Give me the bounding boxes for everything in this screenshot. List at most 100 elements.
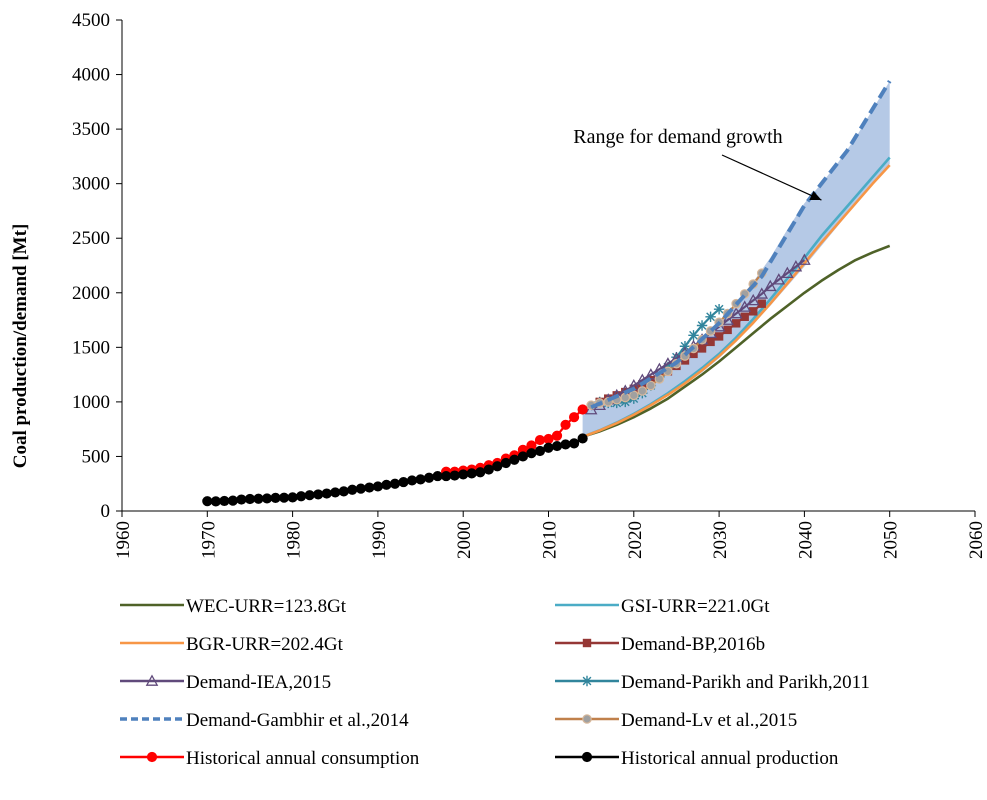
series-line xyxy=(582,244,891,439)
data-point xyxy=(560,419,571,430)
data-point xyxy=(781,266,794,278)
x-tick-label: 2060 xyxy=(966,521,987,559)
series-line xyxy=(582,164,891,439)
data-point xyxy=(721,313,734,325)
annotation-arrow xyxy=(721,154,822,201)
data-point xyxy=(372,481,383,492)
data-point xyxy=(321,488,332,499)
data-point xyxy=(689,349,698,359)
data-point xyxy=(696,320,708,331)
legend-item: GSI-URR=221.0Gt xyxy=(555,596,770,617)
series-line xyxy=(590,80,892,410)
annotation-arrowhead xyxy=(809,190,822,201)
legend-label: Demand-Gambhir et al.,2014 xyxy=(186,710,409,731)
data-point xyxy=(483,464,494,475)
data-point xyxy=(789,260,803,272)
data-point xyxy=(313,489,324,500)
data-point xyxy=(296,491,307,502)
data-point xyxy=(714,332,724,341)
data-point xyxy=(543,442,554,453)
data-point xyxy=(568,438,580,449)
x-tick-label: 2030 xyxy=(710,521,731,559)
data-point xyxy=(236,494,247,505)
data-point xyxy=(449,470,460,481)
data-point xyxy=(441,470,452,482)
y-tick-label: 3000 xyxy=(72,174,110,195)
data-point xyxy=(582,714,592,724)
data-point xyxy=(731,319,741,328)
data-point xyxy=(432,470,443,482)
data-point xyxy=(646,380,656,391)
data-point xyxy=(526,448,537,459)
data-point xyxy=(551,440,563,452)
legend-item: Demand-Gambhir et al.,2014 xyxy=(120,710,409,731)
data-point xyxy=(772,273,786,285)
data-point xyxy=(261,493,273,504)
y-tick-label: 1000 xyxy=(72,392,110,413)
data-point xyxy=(330,487,341,498)
data-point xyxy=(278,492,290,503)
data-point xyxy=(568,412,580,423)
x-tick-label: 2040 xyxy=(795,521,816,559)
data-point xyxy=(509,454,520,465)
data-point xyxy=(740,312,749,321)
data-point xyxy=(705,311,716,322)
legend-label: Historical annual production xyxy=(621,748,839,769)
data-point xyxy=(706,337,715,347)
data-point xyxy=(644,368,658,380)
data-point xyxy=(517,451,529,462)
x-tick-label: 2000 xyxy=(454,521,475,559)
data-point xyxy=(227,495,238,506)
y-tick-label: 3500 xyxy=(72,119,110,140)
data-point xyxy=(534,434,546,446)
data-point xyxy=(347,484,358,495)
legend-label: Demand-BP,2016b xyxy=(621,634,765,655)
data-point xyxy=(688,330,699,341)
series-0 xyxy=(582,244,891,439)
data-point xyxy=(697,344,707,353)
data-point xyxy=(581,675,593,687)
data-point xyxy=(253,493,264,504)
data-point xyxy=(458,469,469,480)
data-point xyxy=(582,638,592,648)
data-point xyxy=(406,475,418,486)
legend-item: Demand-Lv et al.,2015 xyxy=(555,710,797,731)
data-point xyxy=(757,299,766,308)
data-point xyxy=(729,306,743,319)
legend-label: Demand-Lv et al.,2015 xyxy=(621,710,797,731)
data-point xyxy=(398,476,409,488)
data-point xyxy=(364,482,375,493)
data-point xyxy=(423,472,435,483)
data-point xyxy=(577,433,588,444)
y-tick-label: 1500 xyxy=(72,337,110,358)
x-tick-label: 2010 xyxy=(540,521,561,559)
legend-label: Historical annual consumption xyxy=(186,748,420,769)
x-tick-label: 1970 xyxy=(198,521,219,559)
data-point xyxy=(304,490,315,501)
data-point xyxy=(355,483,366,494)
data-point xyxy=(581,751,593,763)
legend: WEC-URR=123.8Gt GSI-URR=221.0Gt BGR-URR=20… xyxy=(120,596,870,769)
legend-item: Demand-IEA,2015 xyxy=(120,672,331,693)
legend-label: Demand-Parikh and Parikh,2011 xyxy=(621,672,870,693)
series-9 xyxy=(202,433,588,507)
x-tick-label: 1960 xyxy=(113,521,134,559)
data-point xyxy=(628,390,639,401)
y-tick-label: 4000 xyxy=(72,65,110,86)
data-point xyxy=(577,404,588,415)
legend-item: Historical annual consumption xyxy=(120,748,420,769)
legend-label: GSI-URR=221.0Gt xyxy=(621,596,770,617)
data-point xyxy=(287,492,298,503)
legend-label: WEC-URR=123.8Gt xyxy=(186,596,347,617)
data-point xyxy=(466,468,477,479)
plot-area: Range for demand growth xyxy=(202,80,892,507)
data-point xyxy=(763,279,777,292)
data-point xyxy=(381,479,392,490)
x-tick-label: 1980 xyxy=(284,521,305,559)
data-point xyxy=(389,478,401,489)
legend-item: Demand-Parikh and Parikh,2011 xyxy=(555,672,870,693)
data-point xyxy=(244,493,256,505)
data-point xyxy=(738,300,751,312)
data-point xyxy=(637,386,648,396)
y-axis-label: Coal production/demand [Mt] xyxy=(10,224,31,469)
